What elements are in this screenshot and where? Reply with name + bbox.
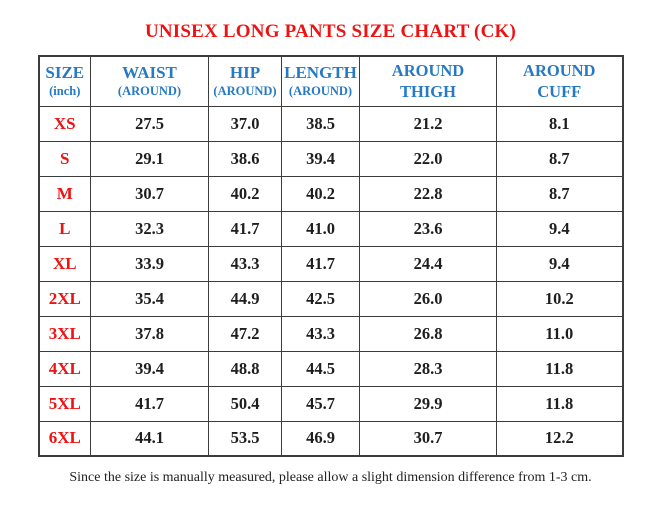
column-header-line1: WAIST	[122, 63, 177, 83]
measurement-value: 43.3	[281, 315, 360, 352]
measurement-value: 38.6	[208, 140, 282, 177]
column-header-line1: AROUND	[523, 60, 596, 80]
measurement-value: 44.5	[281, 350, 360, 387]
measurement-value: 53.5	[208, 420, 282, 457]
size-label: 5XL	[38, 385, 91, 422]
measurement-value: 30.7	[90, 175, 209, 212]
measurement-value: 38.5	[281, 105, 360, 142]
table-row: XS 27.5 37.0 38.5 21.2 8.1	[38, 105, 623, 142]
measurement-value: 33.9	[90, 245, 209, 282]
column-header-line1: SIZE	[45, 63, 85, 83]
table-row: 2XL 35.4 44.9 42.5 26.0 10.2	[38, 280, 623, 317]
measurement-value: 44.1	[90, 420, 209, 457]
measurement-value: 23.6	[359, 210, 497, 247]
column-header-line2: (inch)	[49, 84, 81, 99]
column-header-line1: HIP	[229, 63, 261, 83]
size-chart-page: UNISEX LONG PANTS SIZE CHART (CK) SIZE (i…	[0, 21, 661, 486]
measurement-value: 37.0	[208, 105, 282, 142]
measurement-value: 29.9	[359, 385, 497, 422]
measurement-value: 28.3	[359, 350, 497, 387]
measurement-value: 26.0	[359, 280, 497, 317]
measurement-value: 11.8	[496, 350, 623, 387]
column-header-line2: THIGH	[400, 82, 456, 102]
column-header-length: LENGTH (AROUND)	[281, 55, 360, 107]
size-chart-table: SIZE (inch) WAIST (AROUND) HIP (AROUND) LENGTH…	[37, 55, 624, 457]
measurement-value: 40.2	[208, 175, 282, 212]
size-label: 4XL	[38, 350, 91, 387]
size-label: XS	[38, 105, 91, 142]
measurement-value: 40.2	[281, 175, 360, 212]
measurement-value: 8.1	[496, 105, 623, 142]
measurement-value: 50.4	[208, 385, 282, 422]
column-header-line1: AROUND	[391, 60, 465, 80]
column-header-line2: (AROUND)	[213, 84, 277, 99]
measurement-value: 9.4	[496, 245, 623, 282]
page-title: UNISEX LONG PANTS SIZE CHART (CK)	[144, 21, 517, 42]
measurement-value: 8.7	[496, 175, 623, 212]
measurement-value: 46.9	[281, 420, 360, 457]
column-header-line2: CUFF	[537, 82, 582, 102]
table-row: 3XL 37.8 47.2 43.3 26.8 11.0	[38, 315, 623, 352]
measurement-value: 22.0	[359, 140, 497, 177]
size-label: M	[38, 175, 91, 212]
measurement-value: 35.4	[90, 280, 209, 317]
measurement-value: 44.9	[208, 280, 282, 317]
table-row: S 29.1 38.6 39.4 22.0 8.7	[38, 140, 623, 177]
measurement-value: 30.7	[359, 420, 497, 457]
table-row: M 30.7 40.2 40.2 22.8 8.7	[38, 175, 623, 212]
measurement-value: 41.7	[281, 245, 360, 282]
measurement-value: 43.3	[208, 245, 282, 282]
measurement-value: 41.0	[281, 210, 360, 247]
measurement-value: 37.8	[90, 315, 209, 352]
footnote: Since the size is manually measured, ple…	[69, 470, 592, 485]
column-header-around-cuff: AROUND CUFF	[496, 55, 623, 107]
measurement-value: 39.4	[281, 140, 360, 177]
measurement-value: 8.7	[496, 140, 623, 177]
column-header-line2: (AROUND)	[288, 84, 353, 99]
size-label: 2XL	[38, 280, 91, 317]
size-label: 6XL	[38, 420, 91, 457]
table-row: L 32.3 41.7 41.0 23.6 9.4	[38, 210, 623, 247]
measurement-value: 27.5	[90, 105, 209, 142]
table-row: XL 33.9 43.3 41.7 24.4 9.4	[38, 245, 623, 282]
measurement-value: 39.4	[90, 350, 209, 387]
measurement-value: 11.0	[496, 315, 623, 352]
size-label: S	[38, 140, 91, 177]
column-header-line2: (AROUND)	[117, 84, 182, 99]
measurement-value: 12.2	[496, 420, 623, 457]
measurement-value: 42.5	[281, 280, 360, 317]
measurement-value: 29.1	[90, 140, 209, 177]
table-row: 4XL 39.4 48.8 44.5 28.3 11.8	[38, 350, 623, 387]
column-header-size: SIZE (inch)	[38, 55, 91, 107]
measurement-value: 41.7	[90, 385, 209, 422]
measurement-value: 11.8	[496, 385, 623, 422]
measurement-value: 45.7	[281, 385, 360, 422]
measurement-value: 10.2	[496, 280, 623, 317]
measurement-value: 41.7	[208, 210, 282, 247]
column-header-line1: LENGTH	[284, 63, 357, 83]
column-header-waist: WAIST (AROUND)	[90, 55, 209, 107]
column-header-around-thigh: AROUND THIGH	[359, 55, 497, 107]
table-row: 5XL 41.7 50.4 45.7 29.9 11.8	[38, 385, 623, 422]
column-header-hip: HIP (AROUND)	[208, 55, 282, 107]
header-row: SIZE (inch) WAIST (AROUND) HIP (AROUND) LENGTH…	[38, 55, 623, 107]
size-label: XL	[38, 245, 91, 282]
size-label: 3XL	[38, 315, 91, 352]
measurement-value: 47.2	[208, 315, 282, 352]
table-header: SIZE (inch) WAIST (AROUND) HIP (AROUND) LENGTH…	[38, 55, 623, 107]
table-body: XS 27.5 37.0 38.5 21.2 8.1 S 29.1 38.6 39.4 22.0 8.…	[38, 105, 623, 457]
measurement-value: 9.4	[496, 210, 623, 247]
size-label: L	[38, 210, 91, 247]
measurement-value: 48.8	[208, 350, 282, 387]
measurement-value: 21.2	[359, 105, 497, 142]
table-row: 6XL 44.1 53.5 46.9 30.7 12.2	[38, 420, 623, 457]
measurement-value: 26.8	[359, 315, 497, 352]
measurement-value: 22.8	[359, 175, 497, 212]
measurement-value: 32.3	[90, 210, 209, 247]
measurement-value: 24.4	[359, 245, 497, 282]
